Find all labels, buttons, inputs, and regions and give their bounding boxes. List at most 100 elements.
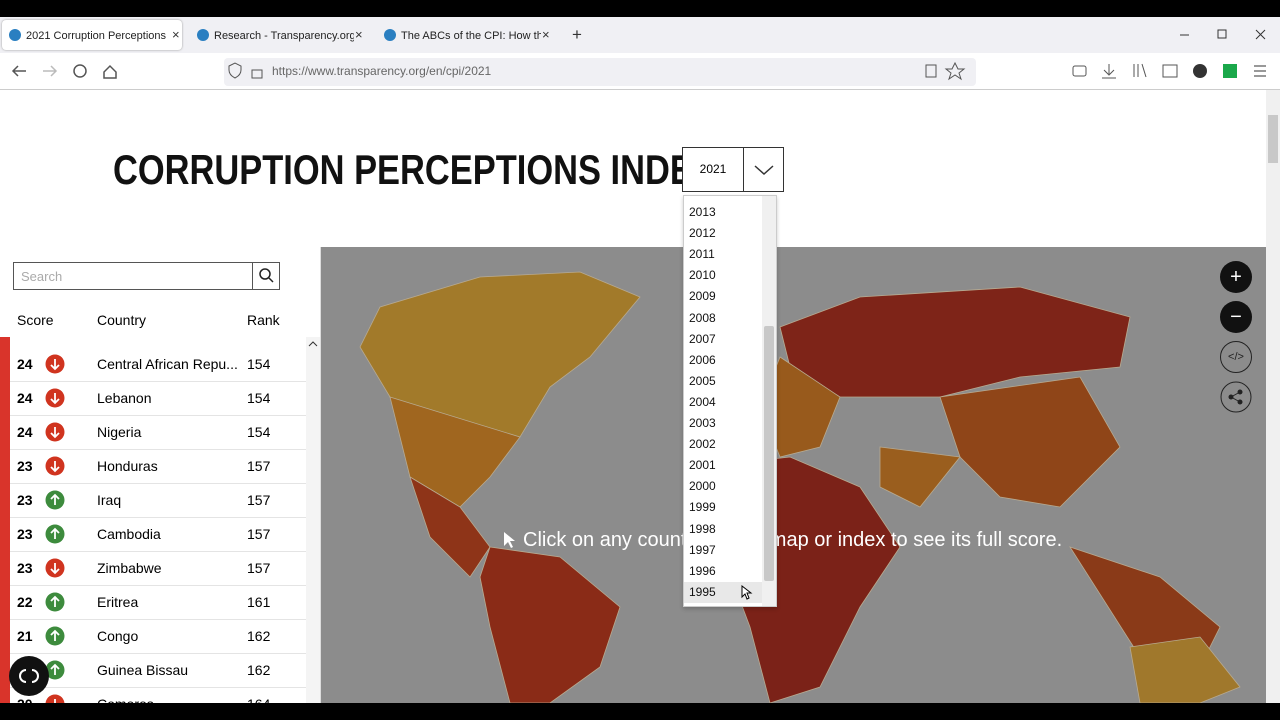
year-option[interactable]: 2006 — [689, 352, 716, 367]
year-dropdown: 2013 2012 2011 2010 2009 2008 2007 2006 2005 2004… — [683, 195, 777, 607]
svg-text:×: × — [542, 27, 550, 42]
rank: 162 — [247, 662, 271, 678]
year-option[interactable]: 2012 — [689, 226, 716, 241]
score: 20 — [17, 696, 33, 703]
search-placeholder: Search — [21, 269, 63, 284]
score: 23 — [17, 492, 33, 508]
country-row[interactable]: 24 Central African Repu... 154 — [10, 347, 306, 382]
list-scrollbar — [306, 337, 320, 703]
trend-icon — [45, 490, 65, 510]
year-option[interactable]: 2002 — [689, 437, 716, 452]
page-scrollbar — [1266, 90, 1280, 703]
year-option[interactable]: 1998 — [689, 521, 716, 536]
sidebar: Search Score Country Rank 24 Central Afri… — [0, 247, 321, 703]
rank: 157 — [247, 492, 271, 508]
svg-text:×: × — [355, 27, 363, 42]
zoom-in[interactable]: + — [1220, 261, 1252, 293]
score: 23 — [17, 526, 33, 542]
year-option[interactable]: 1999 — [689, 500, 716, 515]
country: Lebanon — [97, 390, 152, 406]
country: Eritrea — [97, 594, 139, 610]
country-row[interactable]: 21 Congo 162 — [10, 619, 306, 654]
country: Zimbabwe — [97, 560, 162, 576]
year-option[interactable]: 2000 — [689, 479, 716, 494]
country-row[interactable]: 22 Eritrea 161 — [10, 585, 306, 620]
toolbar-border — [0, 89, 1280, 90]
country: Honduras — [97, 458, 158, 474]
year-option[interactable]: 2009 — [689, 289, 716, 304]
country: Nigeria — [97, 424, 142, 440]
selected-year: 2021 — [699, 162, 727, 176]
map-hint: Click on any country on the map or index… — [523, 529, 1063, 551]
year-option[interactable]: 2010 — [689, 268, 716, 283]
trend-icon — [45, 592, 65, 612]
tab-strip — [0, 17, 1280, 53]
rank: 154 — [247, 424, 271, 440]
year-option[interactable]: 2011 — [689, 247, 715, 262]
rank: 157 — [247, 458, 271, 474]
dropdown-scrollbar — [762, 196, 776, 606]
scroll-thumb[interactable] — [764, 326, 774, 581]
rank: 157 — [247, 526, 271, 542]
share-button[interactable] — [1220, 381, 1252, 413]
year-option[interactable]: 2007 — [689, 331, 716, 346]
world-map — [320, 247, 1266, 703]
country: Comoros — [97, 696, 154, 703]
browser-chrome-icons: × × × + — [9, 25, 1266, 86]
year-option[interactable]: 2004 — [689, 394, 716, 409]
page-title: CORRUPTION PERCEPTIONS INDEX — [113, 146, 716, 193]
country-row[interactable]: 23 Iraq 157 — [10, 483, 306, 518]
divider — [743, 148, 744, 191]
country-row[interactable]: 20 Comoros 164 — [10, 687, 306, 703]
rank: 157 — [247, 560, 271, 576]
scroll-up[interactable] — [307, 339, 319, 349]
trend-icon — [45, 456, 65, 476]
column-header[interactable]: Rank — [247, 312, 280, 328]
country-row[interactable]: 24 Lebanon 154 — [10, 381, 306, 416]
tab-title[interactable]: 2021 Corruption Perceptions Ind — [26, 30, 166, 42]
year-select[interactable]: 2021 — [682, 147, 784, 192]
country-row[interactable]: 23 Honduras 157 — [10, 449, 306, 484]
search-button[interactable] — [252, 262, 280, 290]
trend-icon — [45, 388, 65, 408]
embed-button[interactable]: </> — [1220, 341, 1252, 373]
chat-button[interactable] — [8, 655, 50, 697]
score: 22 — [17, 594, 33, 610]
country-row[interactable]: 23 Zimbabwe 157 — [10, 551, 306, 586]
zoom-out[interactable]: − — [1220, 301, 1252, 333]
country: Cambodia — [97, 526, 161, 542]
svg-text:×: × — [172, 27, 180, 42]
trend-icon — [45, 660, 65, 680]
country: Guinea Bissau — [97, 662, 189, 678]
tab-title[interactable]: Research - Transparency.org — [214, 30, 354, 42]
search-input[interactable]: Search — [13, 262, 253, 290]
cursor-icon — [504, 532, 515, 548]
year-option[interactable]: 2003 — [689, 416, 716, 430]
year-option[interactable]: 1997 — [689, 542, 716, 557]
mouse-cursor — [741, 585, 753, 600]
country-row[interactable]: 24 Nigeria 154 — [10, 415, 306, 450]
year-option[interactable]: 1995 — [689, 584, 716, 599]
tab-title[interactable]: The ABCs of the CPI: How the C — [401, 30, 541, 42]
country-row[interactable]: 23 Cambodia 157 — [10, 517, 306, 552]
year-option[interactable]: 2005 — [689, 373, 716, 388]
trend-icon — [45, 626, 65, 646]
column-header[interactable]: Score — [17, 312, 54, 328]
trend-icon — [45, 422, 65, 442]
year-option[interactable]: 2013 — [689, 205, 716, 219]
column-header[interactable]: Country — [97, 312, 147, 328]
score: 23 — [17, 458, 33, 474]
trend-icon — [45, 694, 65, 703]
year-option[interactable]: 2008 — [689, 310, 716, 325]
active-tab[interactable] — [2, 20, 182, 50]
score: 24 — [17, 356, 33, 372]
url-bar[interactable]: https://www.transparency.org/en/cpi/2021 — [272, 64, 492, 78]
rank: 164 — [247, 696, 270, 703]
year-option[interactable]: 2001 — [689, 458, 716, 473]
page-scroll-thumb[interactable] — [1268, 115, 1278, 163]
year-option[interactable]: 1996 — [689, 563, 716, 578]
score: 24 — [17, 424, 33, 440]
trend-icon — [45, 524, 65, 544]
